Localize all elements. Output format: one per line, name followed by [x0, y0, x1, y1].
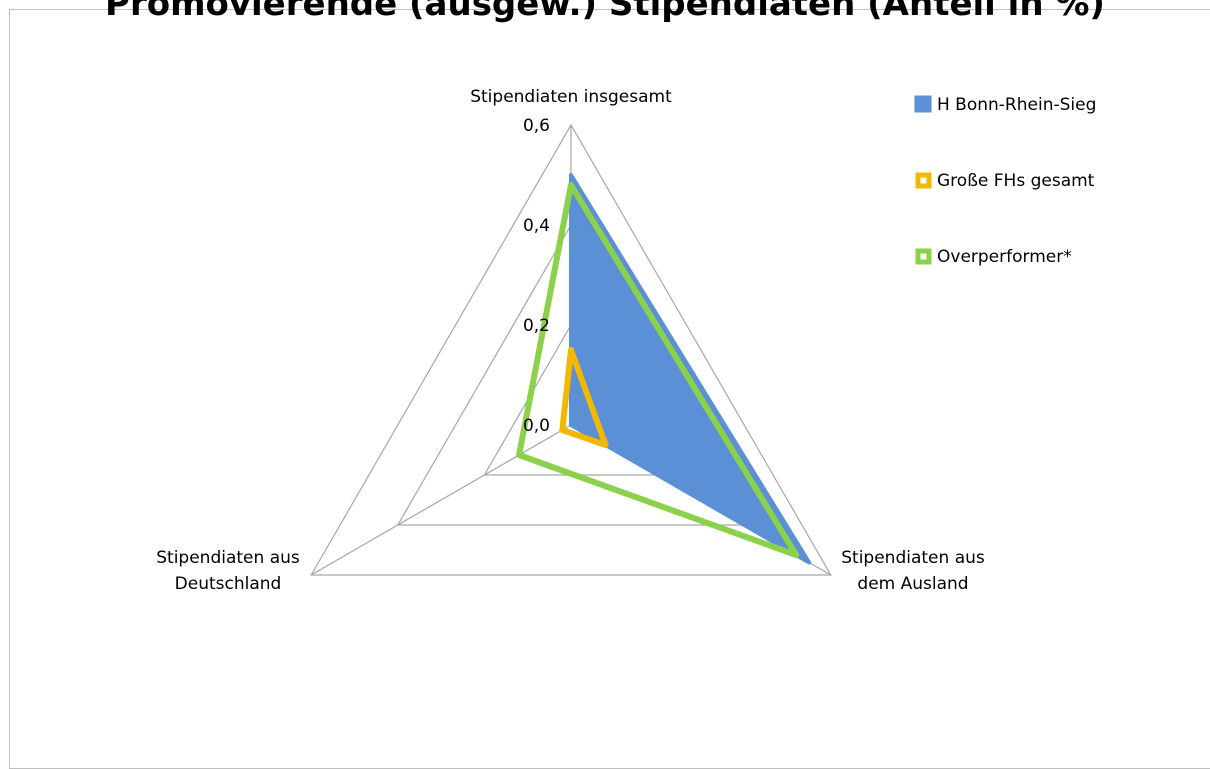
legend-label: Overperformer*	[937, 247, 1072, 267]
axis-labels: Stipendiaten insgesamt Stipendiaten aus de…	[156, 87, 985, 594]
tick-label: 0,0	[523, 416, 550, 436]
axis-label: Deutschland	[175, 574, 282, 594]
chart-title: Promovierende (ausgew.) Stipendiaten (An…	[105, 0, 1105, 24]
series-0	[569, 173, 812, 565]
series-2	[516, 182, 800, 558]
tick-label: 0,4	[523, 216, 550, 236]
legend-swatch	[915, 248, 932, 265]
axis-label: Stipendiaten aus	[156, 548, 300, 568]
legend-swatch	[915, 172, 932, 189]
tick-labels: 0,0 0,2 0,4 0,6	[523, 116, 550, 436]
legend: H Bonn-Rhein-Sieg Große FHs gesamt Overper…	[914, 95, 1096, 267]
axis-label: dem Ausland	[857, 574, 968, 594]
axis-label: Stipendiaten aus	[841, 548, 985, 568]
tick-label: 0,2	[523, 316, 550, 336]
axis-label: Stipendiaten insgesamt	[470, 87, 672, 107]
grid-ring	[310, 123, 832, 576]
series-1	[559, 347, 609, 448]
legend-swatch	[914, 95, 932, 113]
legend-label: Große FHs gesamt	[937, 171, 1095, 191]
grid-spoke	[310, 424, 572, 576]
tick-label: 0,6	[523, 116, 550, 136]
radar-series	[516, 173, 812, 565]
legend-label: H Bonn-Rhein-Sieg	[937, 95, 1096, 115]
